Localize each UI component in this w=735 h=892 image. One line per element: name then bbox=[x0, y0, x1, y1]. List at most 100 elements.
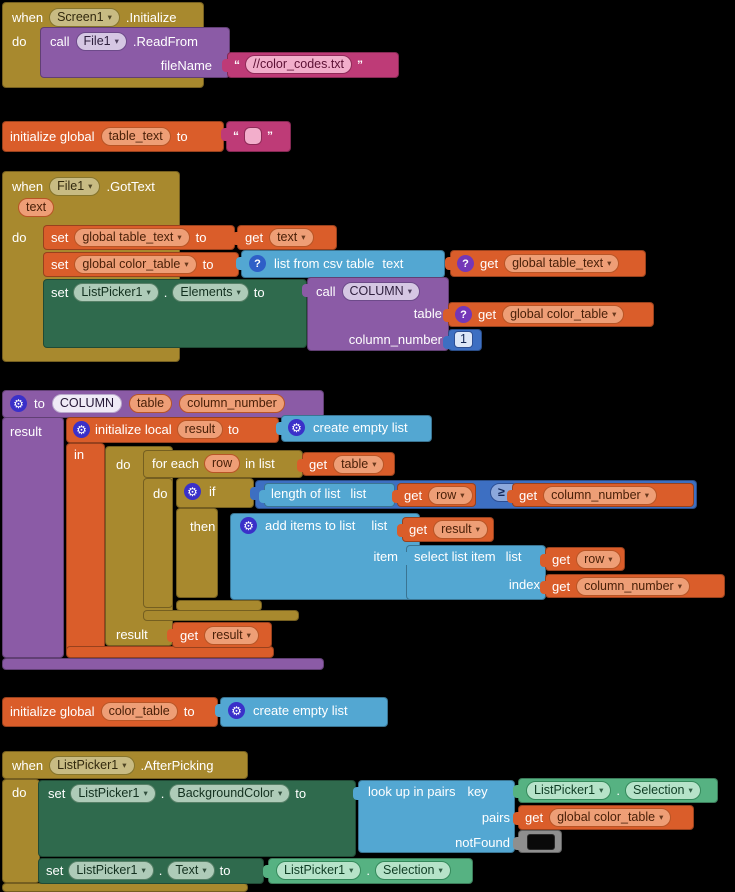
list-socket-label: list bbox=[371, 518, 388, 533]
selection-prop-dropdown[interactable]: Selection ▾ bbox=[375, 861, 451, 880]
chevron-down-icon: ▾ bbox=[141, 865, 146, 876]
backgroundcolor-prop-dropdown[interactable]: BackgroundColor ▾ bbox=[169, 784, 291, 803]
mutator-gear-icon[interactable]: ⚙ bbox=[240, 517, 257, 534]
block-foreach-body[interactable] bbox=[143, 478, 173, 608]
file1-dropdown[interactable]: File1 ▾ bbox=[49, 177, 101, 196]
block-proc-column-body[interactable] bbox=[2, 417, 64, 658]
var-dropdown-global-color-table[interactable]: global color_table ▾ bbox=[74, 255, 197, 274]
mutator-gear-icon[interactable]: ⚙ bbox=[228, 702, 245, 719]
empty-string-field[interactable] bbox=[244, 127, 262, 145]
block-empty-string[interactable] bbox=[221, 121, 291, 152]
var-dropdown-row[interactable]: row ▾ bbox=[576, 550, 621, 569]
create-empty-list-label: create empty list bbox=[313, 420, 408, 435]
var-dropdown-table[interactable]: table ▾ bbox=[333, 455, 385, 474]
block-call-file1-readfrom[interactable] bbox=[40, 27, 230, 78]
var-dropdown-global-color-table[interactable]: global color_table ▾ bbox=[549, 808, 672, 827]
block-create-empty-list[interactable] bbox=[276, 415, 432, 442]
event-label: .GotText bbox=[106, 179, 155, 194]
mutator-gear-icon[interactable]: ⚙ bbox=[184, 483, 201, 500]
to-label: to bbox=[183, 704, 195, 719]
proc-name-field[interactable]: COLUMN bbox=[51, 394, 123, 413]
var-dropdown-text[interactable]: text ▾ bbox=[269, 228, 314, 247]
column-proc-dropdown[interactable]: COLUMN ▾ bbox=[341, 282, 420, 301]
then-socket-label: then bbox=[190, 519, 216, 534]
get-label: get bbox=[552, 579, 571, 594]
block-proc-column-footer[interactable] bbox=[2, 658, 324, 670]
add-items-label: add items to list bbox=[265, 518, 356, 533]
number-field[interactable]: 1 bbox=[454, 331, 473, 348]
listpicker1-dropdown[interactable]: ListPicker1 ▾ bbox=[276, 861, 362, 880]
var-dropdown-column-number[interactable]: column_number ▾ bbox=[576, 577, 690, 596]
help-icon[interactable]: ? bbox=[457, 255, 474, 272]
local-name-field-result[interactable]: result bbox=[176, 420, 224, 439]
color-swatch-black[interactable] bbox=[527, 834, 555, 850]
var-dropdown-result[interactable]: result ▾ bbox=[204, 626, 259, 645]
block-when-listpicker1-afterpicking-body[interactable] bbox=[2, 779, 40, 883]
mutator-gear-icon[interactable]: ⚙ bbox=[10, 395, 27, 412]
screen1-dropdown[interactable]: Screen1 ▾ bbox=[49, 8, 120, 27]
var-dropdown-column-number[interactable]: column_number ▾ bbox=[543, 486, 657, 505]
listpicker1-dropdown[interactable]: ListPicker1 ▾ bbox=[70, 784, 156, 803]
elements-prop-dropdown[interactable]: Elements ▾ bbox=[172, 283, 249, 302]
chevron-down-icon: ▾ bbox=[407, 286, 412, 297]
loop-var-field-row[interactable]: row bbox=[203, 454, 241, 473]
dot-label: . bbox=[616, 783, 621, 798]
block-lookup-in-pairs[interactable] bbox=[353, 780, 515, 853]
help-icon[interactable]: ? bbox=[249, 255, 266, 272]
chevron-down-icon: ▾ bbox=[301, 232, 306, 243]
param-badge-column-number[interactable]: column_number bbox=[179, 394, 285, 413]
in-list-label: in list bbox=[245, 456, 275, 471]
var-dropdown-global-table-text[interactable]: global table_text ▾ bbox=[74, 228, 190, 247]
block-when-listpicker1-afterpicking-footer[interactable] bbox=[2, 883, 248, 892]
chevron-down-icon: ▾ bbox=[688, 785, 693, 796]
pairs-socket-label: pairs bbox=[481, 810, 510, 825]
block-create-empty-list[interactable] bbox=[215, 697, 388, 727]
to-label: to bbox=[176, 129, 188, 144]
var-dropdown-global-color-table[interactable]: global color_table ▾ bbox=[502, 305, 625, 324]
listpicker1-dropdown[interactable]: ListPicker1 ▾ bbox=[68, 861, 154, 880]
filename-string-field[interactable]: //color_codes.txt bbox=[245, 55, 353, 74]
block-length-of-list[interactable] bbox=[259, 483, 395, 507]
block-init-local-result-header[interactable] bbox=[66, 417, 279, 443]
var-name-field-table-text[interactable]: table_text bbox=[100, 127, 171, 146]
text-socket-label: text bbox=[382, 256, 404, 271]
listpicker1-dropdown[interactable]: ListPicker1 ▾ bbox=[526, 781, 612, 800]
mutator-gear-icon[interactable]: ⚙ bbox=[73, 421, 90, 438]
get-label: get bbox=[480, 256, 499, 271]
mutator-gear-icon[interactable]: ⚙ bbox=[288, 419, 305, 436]
var-name-field-color-table[interactable]: color_table bbox=[100, 702, 178, 721]
param-badge-table[interactable]: table bbox=[129, 394, 173, 413]
block-select-list-item[interactable] bbox=[401, 545, 546, 600]
chevron-down-icon: ▾ bbox=[236, 287, 241, 298]
text-prop-dropdown[interactable]: Text ▾ bbox=[167, 861, 215, 880]
selection-prop-dropdown[interactable]: Selection ▾ bbox=[625, 781, 701, 800]
listpicker1-dropdown[interactable]: ListPicker1 ▾ bbox=[49, 756, 135, 775]
param-badge-text[interactable]: text bbox=[18, 198, 55, 217]
block-init-local-result-footer[interactable] bbox=[66, 646, 274, 658]
if-label: if bbox=[209, 484, 216, 499]
do-label: do bbox=[12, 34, 27, 49]
index-socket-label: index bbox=[508, 577, 540, 592]
dot-label: . bbox=[160, 786, 165, 801]
get-label: get bbox=[552, 552, 571, 567]
var-dropdown-global-table-text[interactable]: global table_text ▾ bbox=[504, 254, 620, 273]
chevron-down-icon: ▾ bbox=[114, 36, 119, 47]
listpicker1-dropdown[interactable]: ListPicker1 ▾ bbox=[73, 283, 159, 302]
chevron-down-icon: ▾ bbox=[88, 181, 93, 192]
block-if-footer[interactable] bbox=[176, 600, 262, 611]
help-icon[interactable]: ? bbox=[455, 306, 472, 323]
file1-dropdown[interactable]: File1 ▾ bbox=[75, 32, 127, 51]
var-dropdown-result[interactable]: result ▾ bbox=[433, 520, 488, 539]
block-foreach-footer[interactable] bbox=[143, 610, 299, 621]
block-add-items-to-list[interactable] bbox=[230, 513, 420, 600]
chevron-down-icon: ▾ bbox=[607, 258, 612, 269]
table-socket-label: table bbox=[413, 306, 442, 321]
block-init-local-result-body[interactable] bbox=[66, 443, 105, 656]
result-socket-label: result bbox=[116, 627, 148, 642]
block-if-body[interactable] bbox=[176, 508, 218, 598]
set-label: set bbox=[48, 786, 66, 801]
init-local-label: initialize local bbox=[95, 422, 172, 437]
var-dropdown-row[interactable]: row ▾ bbox=[428, 486, 473, 505]
to-label: to bbox=[228, 422, 240, 437]
